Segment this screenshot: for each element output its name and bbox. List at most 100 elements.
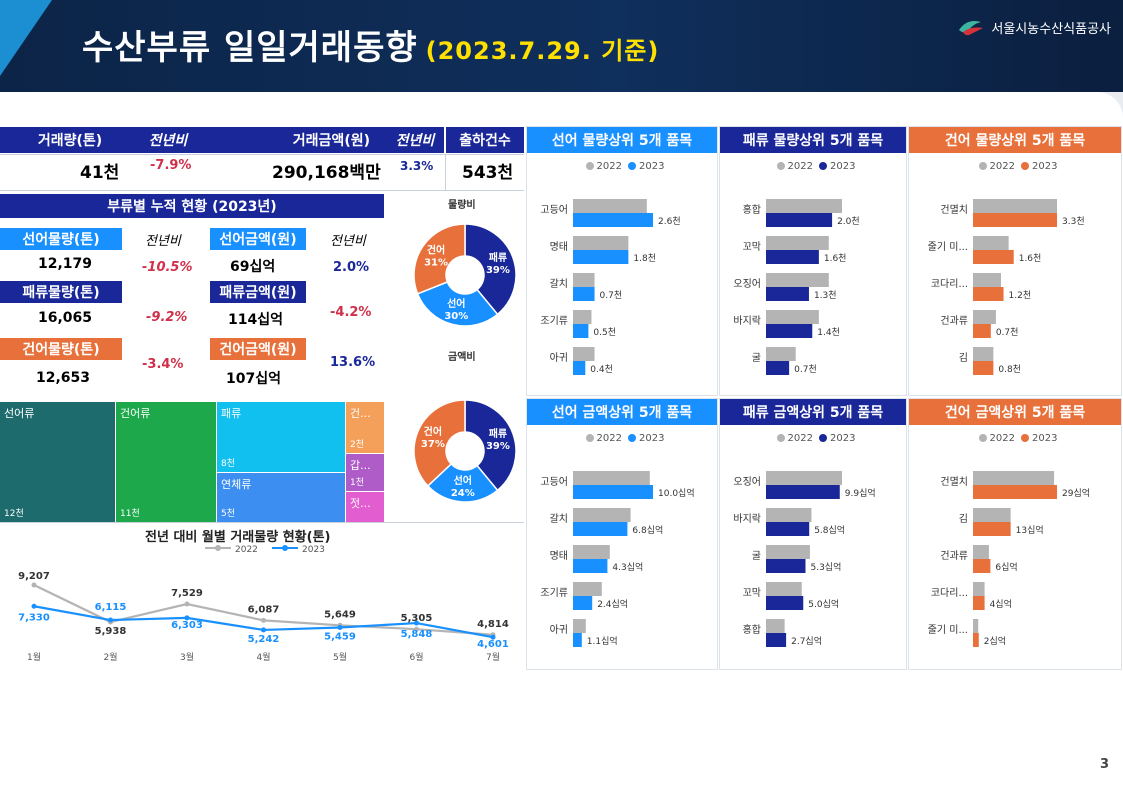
treemap-fresh-value: 12천	[4, 509, 24, 519]
bar-category-0: 고등어	[540, 476, 568, 488]
treemap-c2: 갑... 1천	[346, 454, 384, 491]
bar-2022-2	[973, 273, 1001, 287]
bar-2022-2	[573, 545, 610, 559]
shell-vol: 16,065	[38, 310, 93, 326]
bar-2023-4	[973, 361, 994, 375]
bar-2022-3	[573, 582, 602, 596]
panel-title: 선어 물량상위 5개 품목	[527, 127, 717, 153]
bar-category-3: 건과류	[940, 315, 968, 327]
legend-label-1: 2023	[639, 161, 665, 172]
bar-category-3: 조기류	[540, 315, 568, 327]
shell-amt-yoy: -4.2%	[330, 305, 372, 320]
bar-2023-1	[766, 522, 810, 536]
bar-value-1: 1.6천	[1019, 253, 1042, 264]
bar-value-3: 5.0십억	[808, 598, 839, 610]
volume-donut-pct-2: 31%	[424, 257, 448, 268]
bar-2022-0	[973, 471, 1055, 485]
shell-vol-yoy: -9.2%	[146, 310, 188, 325]
line-point-2023-5	[414, 620, 419, 626]
bar-2022-1	[973, 508, 1011, 522]
fish-logo-icon	[959, 21, 984, 36]
dried-amt-yoy: 13.6%	[330, 355, 376, 370]
amount-donut-label-1: 선어	[454, 474, 472, 487]
line-point-2022-2	[184, 601, 190, 607]
bar-2022-0	[766, 199, 842, 213]
treemap-c3-label: 젓...	[350, 497, 371, 510]
bar-2023-3	[973, 596, 985, 610]
bar-2023-3	[766, 596, 804, 610]
amount-share-title: 금액비	[448, 352, 476, 363]
bar-2022-2	[766, 273, 829, 287]
bar-category-0: 오징어	[733, 476, 761, 488]
corner-accent	[0, 0, 52, 76]
bar-category-1: 꼬막	[743, 241, 761, 253]
legend-dot-0	[776, 434, 785, 442]
bar-value-0: 3.3천	[1062, 216, 1085, 227]
line-value-2023-6: 4,601	[477, 639, 509, 650]
treemap-shell-value: 8천	[221, 459, 236, 469]
line-xtick-2: 3월	[180, 651, 194, 663]
fresh-amt-yoy-label: 전년비	[330, 234, 366, 249]
cumulative-title: 부류별 누적 현황 (2023년)	[0, 194, 384, 218]
line-point-2022-3	[261, 617, 266, 623]
bar-category-2: 오징어	[733, 278, 761, 290]
bar-legend: 2022 2023	[720, 161, 906, 172]
panel-shell-volume: 패류 물량상위 5개 품목 2022 2023 홍합 2.0천 꼬막 1.6천 오징어 1.3천…	[719, 126, 907, 396]
shipments-value: 543천	[462, 163, 514, 183]
amount-yoy: 3.3%	[400, 159, 434, 173]
line-legend-dot-1	[282, 545, 288, 551]
volume-donut-slice-0	[464, 223, 517, 316]
amount-donut-pct-1: 24%	[451, 488, 475, 499]
dried-vol: 12,653	[36, 370, 91, 386]
bar-2022-4	[573, 619, 586, 633]
legend-label-1: 2023	[639, 433, 665, 444]
shell-amt: 114십억	[228, 312, 283, 328]
bar-value-1: 13십억	[1016, 524, 1044, 536]
legend-label-1: 2023	[1032, 161, 1058, 172]
bar-value-0: 29십억	[1062, 487, 1090, 499]
bar-2022-1	[573, 508, 631, 522]
treemap-c1-value: 2천	[350, 440, 365, 450]
volume-value: 41천	[80, 163, 120, 183]
treemap-c1: 건... 2천	[346, 402, 384, 453]
bar-value-2: 1.2천	[1009, 290, 1032, 301]
page-title: 수산부류 일일거래동향 (2023.7.29. 기준)	[82, 20, 659, 69]
dried-amt: 107십억	[226, 371, 281, 387]
bar-category-2: 갈치	[550, 277, 568, 290]
volume-donut-label-2: 건어	[427, 243, 445, 256]
page-number: 3	[1099, 757, 1109, 772]
bar-2023-2	[766, 287, 809, 301]
bar-2023-3	[766, 324, 813, 338]
bar-2023-4	[573, 633, 582, 647]
legend-label-1: 2023	[830, 161, 856, 172]
monthly-line-chart: 2022 2023 9,207 5,938 7,529 6,087 5,649 5,305 4,…	[18, 545, 509, 663]
line-point-2023-4	[337, 624, 343, 630]
volume-yoy-label: 전년비	[140, 127, 196, 153]
bar-category-2: 명태	[550, 550, 568, 562]
line-value-2023-2: 6,303	[171, 620, 203, 631]
line-value-2023-1: 6,115	[95, 602, 127, 613]
bar-2022-2	[766, 545, 810, 559]
bar-category-3: 코다리...	[931, 587, 968, 599]
legend-label-1: 2023	[1032, 433, 1058, 444]
bar-category-3: 조기류	[540, 587, 568, 599]
volume-share-title: 물량비	[448, 200, 476, 211]
amount-donut-pct-0: 39%	[486, 441, 510, 452]
bar-2023-0	[766, 213, 833, 227]
fresh-vol: 12,179	[38, 256, 93, 272]
bar-2022-2	[573, 273, 595, 287]
line-xtick-5: 6월	[409, 651, 423, 663]
bar-value-1: 6.8십억	[632, 524, 663, 536]
amount-donut-slice-0	[464, 399, 517, 492]
panel-dried-volume: 건어 물량상위 5개 품목 2022 2023 건멸치 3.3천 줄기 미... 1.6천 코…	[908, 126, 1122, 396]
bar-value-0: 2.6천	[658, 216, 681, 227]
bar-value-4: 0.7천	[794, 364, 817, 375]
volume-yoy: -7.9%	[150, 158, 192, 173]
legend-dot-0	[776, 162, 785, 170]
treemap-mollusk: 연체류 5천	[217, 473, 345, 522]
line-value-2023-4: 5,459	[324, 631, 356, 642]
legend-dot-1	[628, 434, 636, 442]
